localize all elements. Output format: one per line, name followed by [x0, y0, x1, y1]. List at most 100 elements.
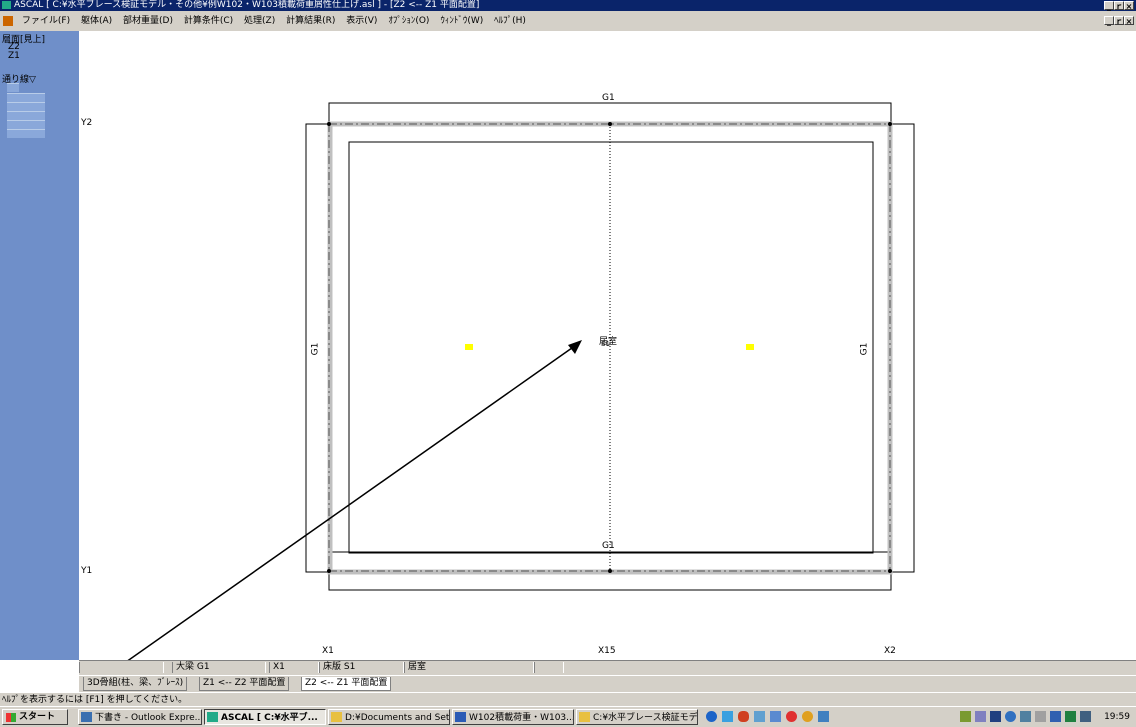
- grid-list-item[interactable]: [7, 83, 19, 92]
- doc-restore-button[interactable]: ｒ: [1114, 16, 1124, 26]
- tray-display-icon[interactable]: [990, 711, 1001, 722]
- tab-3d-frame[interactable]: 3D骨組(柱、梁、ﾌﾞﾚｰｽ): [83, 677, 188, 691]
- grid-label-x15: X15: [598, 646, 616, 656]
- folder-icon: [579, 712, 590, 722]
- ie-icon[interactable]: [706, 711, 717, 722]
- tray-lang-icon[interactable]: [1050, 711, 1061, 722]
- tray-app-icon[interactable]: [1020, 711, 1031, 722]
- beam-top-label[interactable]: G1: [602, 93, 615, 103]
- beam-right-outline[interactable]: [889, 123, 915, 573]
- load-marker-right[interactable]: [746, 344, 754, 350]
- grid-list-item[interactable]: [7, 129, 45, 138]
- beam-bottom-label[interactable]: G1: [602, 541, 615, 551]
- taskbar-label: D:¥Documents and Sett...: [345, 713, 450, 723]
- taskbar-folder[interactable]: C:¥水平ブレース検証モデ...: [576, 709, 698, 725]
- menu-process[interactable]: 処理(Z): [244, 16, 276, 26]
- desktop-icon[interactable]: [722, 711, 733, 722]
- left-panel: 層面[見上] Z2 Z1 通り線▽: [0, 31, 79, 660]
- tray-ime-icon[interactable]: [1035, 711, 1046, 722]
- start-button[interactable]: スタート: [2, 709, 68, 725]
- menu-calc-conditions[interactable]: 計算条件(C): [183, 16, 234, 26]
- word-icon: [455, 712, 466, 722]
- grid-list-item[interactable]: [7, 93, 45, 102]
- player-icon[interactable]: [802, 711, 813, 722]
- node-x1-y1[interactable]: [327, 569, 331, 573]
- document-tabs: 3D骨組(柱、梁、ﾌﾞﾚｰｽ) Z1 <-- Z2 平面配置 Z2 <-- Z1…: [79, 676, 1136, 692]
- grid-label-y1: Y1: [81, 566, 93, 576]
- status-beam: 大梁 G1: [172, 662, 266, 673]
- status-grid: X1: [269, 662, 319, 673]
- menu-view[interactable]: 表示(V): [346, 16, 378, 26]
- node-x15-y2[interactable]: [608, 122, 612, 126]
- doc-minimize-button[interactable]: _: [1104, 16, 1114, 26]
- floor-item-z2[interactable]: Z2: [8, 42, 20, 52]
- beam-right-label[interactable]: G1: [859, 342, 870, 356]
- floor-section-label: 層面[見上]: [2, 35, 46, 45]
- start-label: スタート: [19, 712, 56, 722]
- load-marker-left[interactable]: [465, 344, 473, 350]
- help-text: ﾍﾙﾌﾟを表示するには [F1] を押してください。: [2, 695, 188, 705]
- node-x2-y1[interactable]: [888, 569, 892, 573]
- taskbar-documents[interactable]: D:¥Documents and Sett...: [328, 709, 450, 725]
- taskbar-label: ASCAL [ C:¥水平ブ...: [221, 713, 318, 723]
- explorer-icon[interactable]: [754, 711, 765, 722]
- tab-z2-z1-plan[interactable]: Z2 <-- Z1 平面配置: [301, 677, 392, 691]
- tray-security-icon[interactable]: [1005, 711, 1016, 722]
- doc-window-controls: _ ｒ ×: [1104, 16, 1134, 26]
- grid-list-item[interactable]: [7, 120, 45, 129]
- grid-label-y2: Y2: [81, 118, 93, 128]
- grid-list-item[interactable]: [7, 102, 45, 111]
- menu-frame[interactable]: 躯体(A): [80, 16, 113, 26]
- doc-close-button[interactable]: ×: [1124, 16, 1134, 26]
- restore-button[interactable]: ｒ: [1114, 1, 1124, 11]
- tray-volume-icon[interactable]: [975, 711, 986, 722]
- drawing-canvas[interactable]: G1 G1 G1 G1 Y2 Y1 X1 X15 X2 居室 S1: [79, 31, 1136, 660]
- messenger-icon[interactable]: [738, 711, 749, 722]
- floor-item-z1[interactable]: Z1: [8, 51, 20, 61]
- help-status-bar: ﾍﾙﾌﾟを表示するには [F1] を押してください。: [0, 692, 1136, 707]
- close-button[interactable]: ×: [1124, 1, 1134, 11]
- node-x15-y1[interactable]: [608, 569, 612, 573]
- minimize-button[interactable]: _: [1104, 1, 1114, 11]
- windows-logo-icon: [6, 713, 16, 722]
- document-icon[interactable]: [3, 15, 13, 26]
- taskbar-ascal[interactable]: ASCAL [ C:¥水平ブ...: [204, 709, 326, 725]
- grid-label-x2: X2: [884, 646, 896, 656]
- menu-file[interactable]: ファイル(F): [21, 16, 71, 26]
- tab-z1-z2-plan[interactable]: Z1 <-- Z2 平面配置: [199, 677, 290, 691]
- tray-network-icon[interactable]: [960, 711, 971, 722]
- menu-calc-results[interactable]: 計算結果(R): [286, 16, 336, 26]
- tray-sync-icon[interactable]: [1065, 711, 1076, 722]
- menu-member-weight[interactable]: 部材重量(D): [123, 16, 173, 26]
- slab-label[interactable]: S1: [601, 340, 610, 348]
- menu-help[interactable]: ﾍﾙﾌﾟ(H): [494, 16, 526, 26]
- taskbar-outlook[interactable]: 下書き - Outlook Expre...: [78, 709, 202, 725]
- menu-bar: ファイル(F) 躯体(A) 部材重量(D) 計算条件(C) 処理(Z) 計算結果…: [0, 11, 1136, 31]
- taskbar-label: 下書き - Outlook Expre...: [95, 713, 202, 723]
- taskbar-clock[interactable]: 19:59: [1104, 712, 1130, 722]
- grid-section-label[interactable]: 通り線▽: [2, 75, 36, 85]
- app-icon: [2, 1, 11, 9]
- status-slab: 床版 S1: [319, 662, 404, 673]
- app-quick-icon[interactable]: [818, 711, 829, 722]
- taskbar-label: W102積載荷重・W103...: [469, 713, 574, 723]
- taskbar-word[interactable]: W102積載荷重・W103...: [452, 709, 574, 725]
- menu-window[interactable]: ｳｨﾝﾄﾞｳ(W): [440, 16, 484, 26]
- window-controls: _ ｒ ×: [1104, 1, 1134, 11]
- tray-monitor-icon[interactable]: [1080, 711, 1091, 722]
- node-x2-y2[interactable]: [888, 122, 892, 126]
- status-cell: [534, 662, 564, 673]
- grid-label-x1: X1: [322, 646, 334, 656]
- beam-left-label[interactable]: G1: [310, 342, 321, 356]
- outlook-quick-icon[interactable]: [770, 711, 781, 722]
- room-label[interactable]: 居室: [599, 337, 618, 347]
- grid-list-item[interactable]: [7, 111, 45, 120]
- taskbar-label: C:¥水平ブレース検証モデ...: [593, 713, 698, 723]
- media-icon[interactable]: [786, 711, 797, 722]
- status-room: 居室: [404, 662, 534, 673]
- folder-icon: [331, 712, 342, 722]
- window-title: ASCAL [ C:¥水平ブレース検証モデル・その他¥例W102・W103積載荷…: [14, 0, 480, 10]
- node-x1-y2[interactable]: [327, 122, 331, 126]
- room-outline[interactable]: [348, 141, 874, 554]
- menu-options[interactable]: ｵﾌﾟｼｮﾝ(O): [388, 16, 430, 26]
